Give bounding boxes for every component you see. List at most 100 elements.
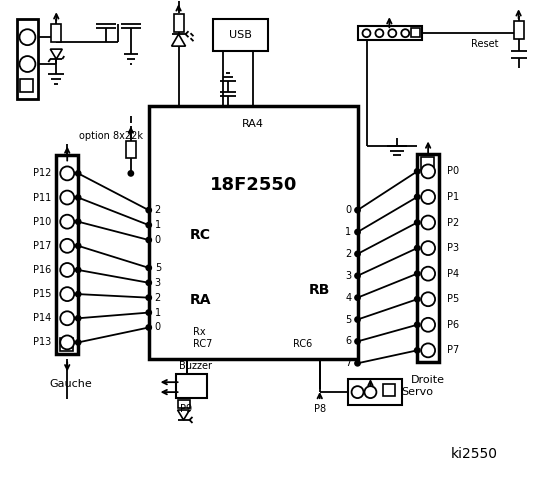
Circle shape	[60, 167, 74, 180]
Text: 7: 7	[345, 358, 352, 368]
Circle shape	[355, 295, 360, 300]
Circle shape	[76, 316, 81, 321]
Text: Gauche: Gauche	[50, 379, 92, 389]
Circle shape	[363, 29, 371, 37]
Circle shape	[76, 219, 81, 224]
Circle shape	[415, 194, 420, 200]
Bar	[348, 379, 402, 405]
Circle shape	[375, 29, 383, 37]
Circle shape	[421, 165, 435, 179]
Circle shape	[19, 29, 35, 45]
Text: P15: P15	[33, 289, 51, 299]
Circle shape	[19, 56, 35, 72]
Text: 0: 0	[346, 205, 352, 215]
Bar	[421, 157, 434, 170]
Text: 2: 2	[155, 205, 161, 215]
Circle shape	[128, 171, 133, 176]
Bar	[51, 24, 61, 42]
Text: 1: 1	[155, 308, 161, 318]
Circle shape	[352, 386, 363, 398]
Circle shape	[401, 29, 409, 37]
Text: RA: RA	[190, 293, 211, 307]
Circle shape	[415, 169, 420, 174]
Bar	[514, 21, 524, 39]
Text: 3: 3	[346, 271, 352, 281]
Circle shape	[415, 271, 420, 276]
Text: Reset: Reset	[471, 39, 499, 49]
Bar	[383, 384, 395, 396]
Circle shape	[76, 267, 81, 273]
Bar	[411, 28, 420, 37]
Bar	[417, 154, 439, 362]
Circle shape	[415, 246, 420, 251]
Text: P16: P16	[33, 265, 51, 275]
Circle shape	[146, 223, 151, 228]
Circle shape	[364, 386, 377, 398]
Text: P2: P2	[447, 217, 459, 228]
Text: 5: 5	[155, 263, 161, 273]
Text: option 8x22k: option 8x22k	[79, 131, 143, 141]
Text: RC7: RC7	[194, 339, 213, 349]
Circle shape	[60, 239, 74, 253]
Bar	[213, 19, 268, 51]
Circle shape	[421, 241, 435, 255]
Text: P4: P4	[447, 269, 459, 279]
Polygon shape	[50, 49, 62, 59]
Circle shape	[421, 292, 435, 306]
Circle shape	[355, 317, 360, 322]
Text: Droite: Droite	[411, 375, 445, 385]
Text: P8: P8	[314, 404, 326, 414]
Text: RB: RB	[309, 283, 331, 297]
Circle shape	[60, 263, 74, 277]
Circle shape	[146, 238, 151, 242]
Circle shape	[355, 229, 360, 235]
Text: 1: 1	[346, 227, 352, 237]
Text: RA4: RA4	[242, 119, 264, 129]
Circle shape	[76, 340, 81, 345]
Text: P12: P12	[33, 168, 51, 179]
Circle shape	[415, 220, 420, 225]
Circle shape	[355, 339, 360, 344]
Polygon shape	[171, 34, 185, 46]
Text: RC6: RC6	[293, 339, 312, 349]
Circle shape	[76, 243, 81, 248]
Text: 3: 3	[155, 278, 161, 288]
Text: Rx: Rx	[194, 327, 206, 337]
Circle shape	[415, 322, 420, 327]
Circle shape	[146, 208, 151, 213]
Text: P7: P7	[447, 345, 459, 355]
Text: Buzzer: Buzzer	[179, 361, 212, 371]
Circle shape	[146, 310, 151, 315]
Circle shape	[355, 361, 360, 366]
Text: P10: P10	[33, 216, 51, 227]
Circle shape	[146, 295, 151, 300]
Bar	[60, 338, 73, 351]
Text: P6: P6	[447, 320, 459, 330]
Circle shape	[421, 267, 435, 281]
Circle shape	[421, 216, 435, 229]
Bar	[174, 14, 184, 32]
Circle shape	[388, 29, 397, 37]
Circle shape	[415, 297, 420, 302]
Circle shape	[60, 287, 74, 301]
Bar	[17, 19, 38, 99]
Text: 5: 5	[345, 314, 352, 324]
Text: USB: USB	[229, 30, 252, 40]
Bar	[20, 79, 33, 92]
Polygon shape	[178, 410, 190, 420]
Circle shape	[60, 312, 74, 325]
Circle shape	[421, 190, 435, 204]
Circle shape	[76, 292, 81, 297]
Bar	[56, 156, 78, 354]
Circle shape	[421, 343, 435, 357]
Text: Servo: Servo	[401, 387, 433, 397]
Text: P5: P5	[447, 294, 459, 304]
Circle shape	[355, 273, 360, 278]
Circle shape	[60, 191, 74, 204]
Text: P14: P14	[33, 313, 51, 323]
Text: P11: P11	[33, 192, 51, 203]
Text: 6: 6	[346, 336, 352, 347]
Bar	[149, 106, 358, 360]
Bar	[126, 141, 136, 158]
Text: 18F2550: 18F2550	[210, 176, 297, 194]
